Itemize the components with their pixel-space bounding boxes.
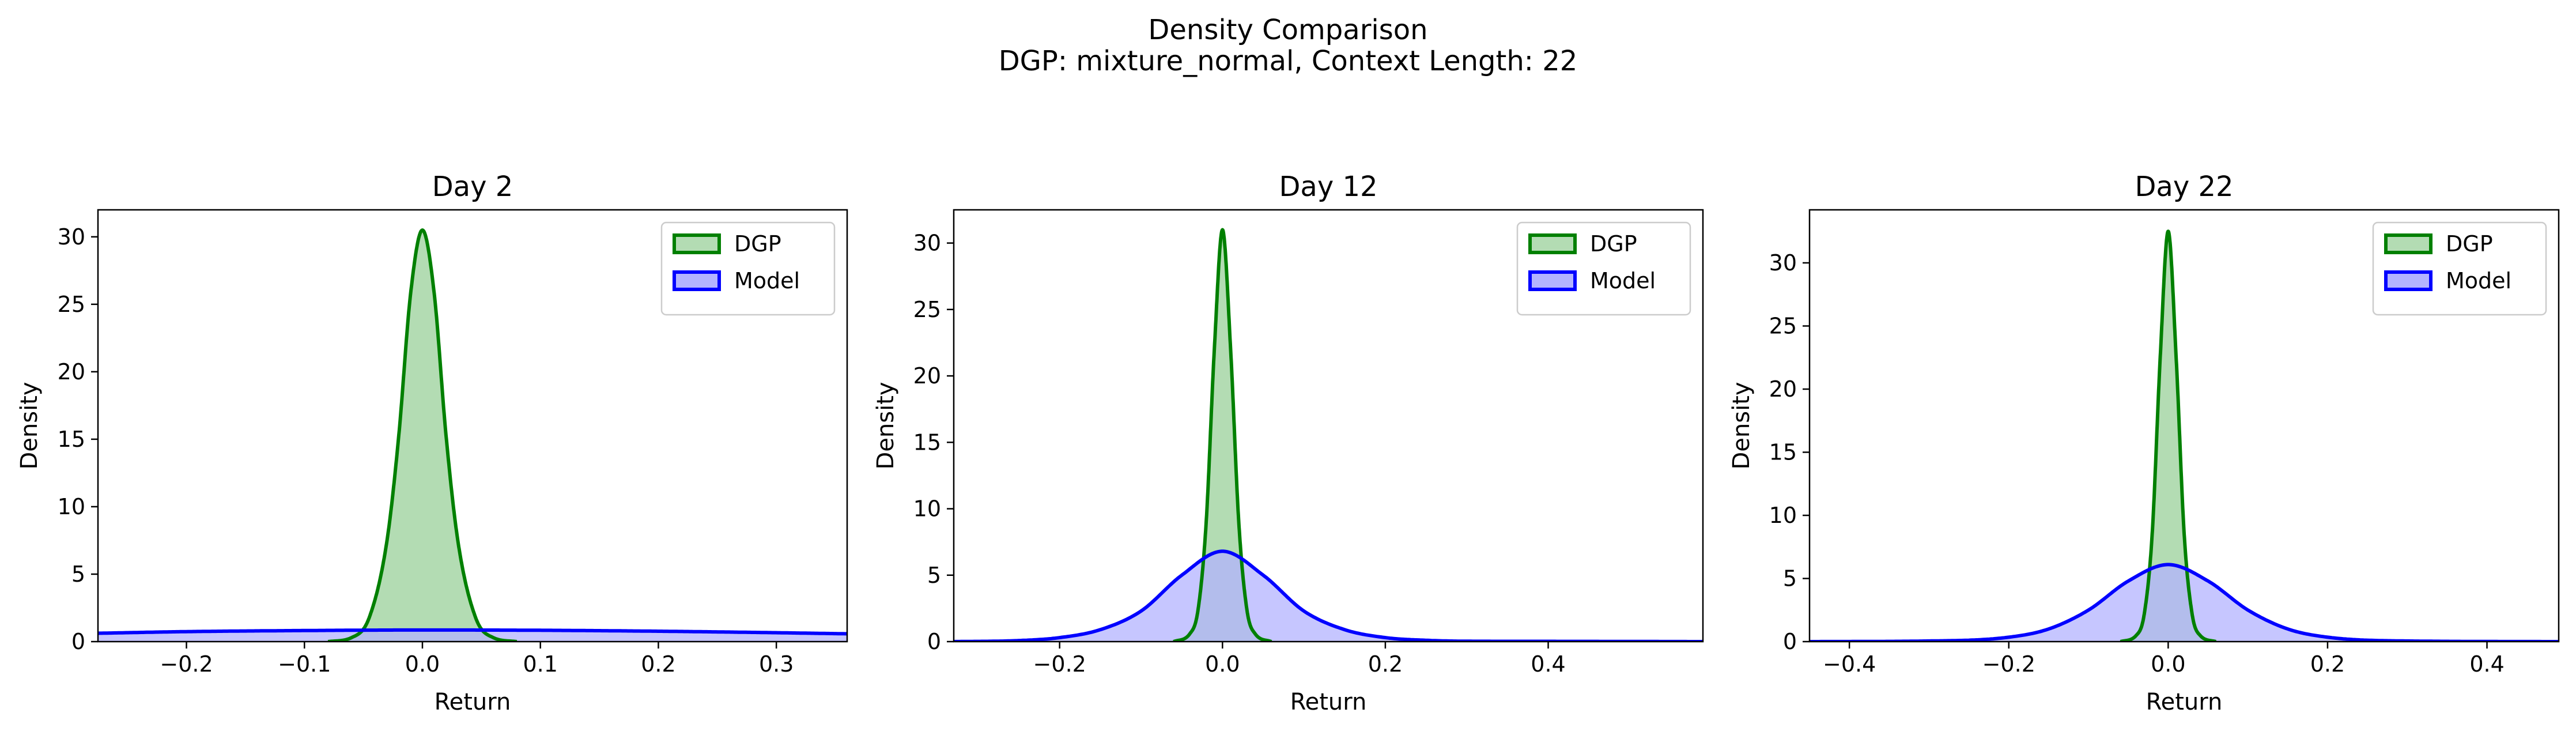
- model-legend-label: Model: [2446, 268, 2511, 293]
- y-tick-label: 15: [913, 429, 941, 455]
- x-tick-label: 0.0: [2151, 651, 2185, 677]
- density-panel-2: −0.2 0.0 0.2 0.4 0 5 10 15 20 25 30 Return Density Da…: [872, 171, 1704, 715]
- x-tick-label: 0.2: [2310, 651, 2345, 677]
- y-tick-label: 5: [927, 563, 941, 588]
- model-density-fill: [1810, 564, 2559, 642]
- dgp-legend-swatch: [673, 233, 721, 254]
- y-tick-label: 15: [1769, 439, 1797, 465]
- y-axis-label: Density: [872, 382, 899, 469]
- dgp-legend-label: DGP: [2446, 231, 2493, 257]
- y-tick-label: 20: [58, 359, 85, 385]
- dgp-density-line: [327, 228, 518, 642]
- axes-frame: [97, 209, 848, 643]
- x-tick-label: 0.4: [1531, 651, 1565, 677]
- y-tick-label: 10: [58, 494, 85, 519]
- density-panel-3: −0.4 −0.2 0.0 0.2 0.4 0 5 10 15 20 25 30 Return Densi…: [1728, 171, 2560, 715]
- x-tick-label: 0.3: [759, 651, 794, 677]
- panel-title: Day 12: [1279, 171, 1377, 203]
- y-tick-label: 25: [913, 297, 941, 322]
- y-tick-label: 20: [1769, 376, 1797, 402]
- panel-title: Day 22: [2135, 171, 2233, 203]
- dgp-density-line: [2118, 229, 2218, 642]
- x-axis-label: Return: [435, 689, 511, 715]
- y-tick-label: 10: [913, 496, 941, 522]
- x-axis-label: Return: [1290, 689, 1367, 715]
- y-tick-label: 0: [1783, 629, 1797, 654]
- x-tick-label: −0.2: [1033, 651, 1086, 677]
- dgp-legend-swatch: [1528, 233, 1577, 254]
- model-legend-swatch: [2384, 270, 2433, 291]
- plot-area: [98, 228, 847, 642]
- y-tick-label: 25: [1769, 313, 1797, 338]
- x-tick-label: 0.4: [2469, 651, 2504, 677]
- y-tick-label: 30: [913, 231, 941, 256]
- x-tick-label: −0.1: [278, 651, 331, 677]
- y-axis-label: Density: [16, 382, 43, 469]
- x-axis-label: Return: [2146, 689, 2223, 715]
- figure-suptitle-line2: DGP: mixture_normal, Context Length: 22: [998, 45, 1578, 77]
- y-tick-label: 20: [913, 363, 941, 389]
- x-tick-label: 0.2: [1368, 651, 1403, 677]
- y-tick-label: 5: [1783, 566, 1797, 591]
- x-tick-label: 0.2: [641, 651, 675, 677]
- y-tick-label: 10: [1769, 503, 1797, 528]
- model-legend-label: Model: [734, 268, 800, 293]
- dgp-legend-swatch: [2384, 233, 2433, 254]
- y-tick-label: 5: [71, 561, 85, 587]
- dgp-legend-label: DGP: [1590, 231, 1637, 257]
- y-tick-label: 0: [927, 629, 941, 654]
- x-tick-label: −0.2: [160, 651, 213, 677]
- x-tick-label: −0.2: [1982, 651, 2035, 677]
- x-tick-label: 0.0: [405, 651, 440, 677]
- dgp-density-fill: [2120, 231, 2216, 642]
- legend: DGP Model: [660, 221, 836, 316]
- y-tick-label: 0: [71, 629, 85, 654]
- model-legend-swatch: [1528, 270, 1577, 291]
- y-axis-label: Density: [1728, 382, 1755, 469]
- legend: DGP Model: [1516, 221, 1691, 316]
- axes-frame: [1808, 209, 2560, 643]
- dgp-legend-label: DGP: [734, 231, 781, 257]
- model-legend-swatch: [673, 270, 721, 291]
- x-tick-label: 0.0: [1205, 651, 1240, 677]
- dgp-density-fill: [328, 230, 517, 642]
- model-legend-label: Model: [1590, 268, 1656, 293]
- x-tick-label: 0.1: [523, 651, 557, 677]
- y-tick-label: 15: [58, 427, 85, 452]
- figure-suptitle-line1: Density Comparison: [1148, 14, 1428, 46]
- model-density-line: [98, 628, 847, 636]
- legend: DGP Model: [2372, 221, 2547, 316]
- x-tick-label: −0.4: [1823, 651, 1876, 677]
- density-panel-1: −0.2 −0.1 0.0 0.1 0.2 0.3 0 5 10 15 20 25 30 Return De…: [16, 171, 848, 715]
- y-tick-label: 30: [58, 224, 85, 250]
- y-tick-label: 25: [58, 292, 85, 317]
- dgp-density-line: [1172, 228, 1273, 642]
- model-density-fill: [954, 551, 1703, 642]
- panel-title: Day 2: [432, 171, 513, 203]
- dgp-density-fill: [1173, 229, 1272, 642]
- axes-frame: [953, 209, 1704, 643]
- y-tick-label: 30: [1769, 250, 1797, 276]
